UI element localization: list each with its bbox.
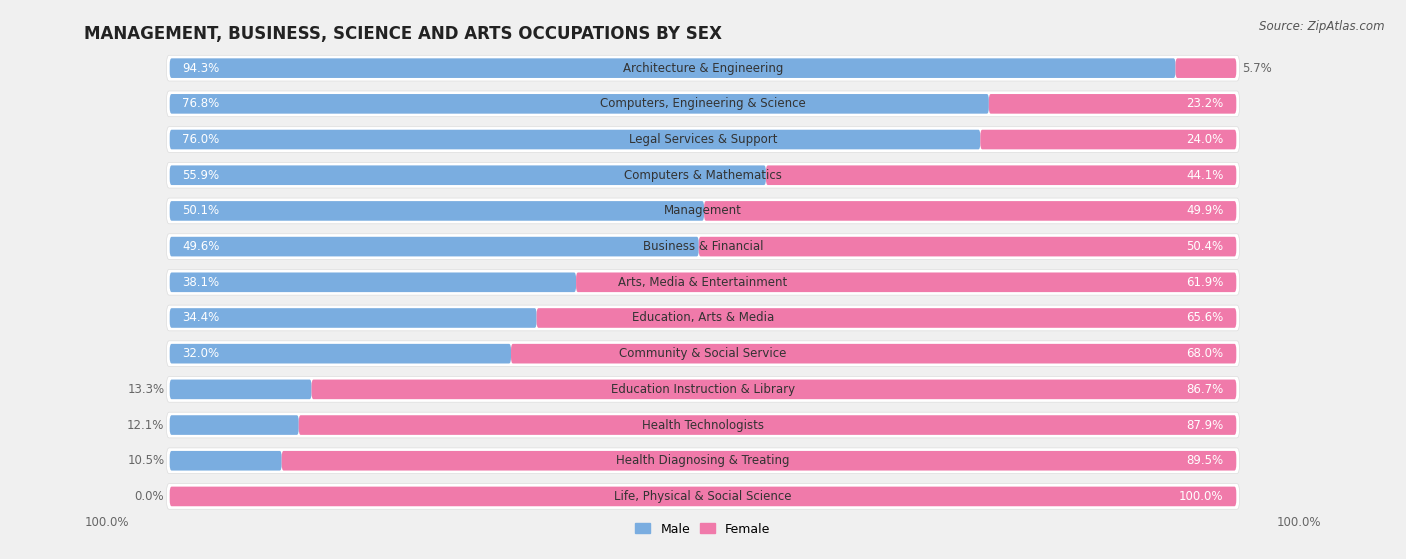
FancyBboxPatch shape [281, 451, 1236, 471]
Text: 0.0%: 0.0% [135, 490, 165, 503]
FancyBboxPatch shape [170, 451, 281, 471]
Text: 87.9%: 87.9% [1187, 419, 1223, 432]
FancyBboxPatch shape [298, 415, 1236, 435]
FancyBboxPatch shape [576, 272, 1236, 292]
FancyBboxPatch shape [166, 198, 1240, 224]
FancyBboxPatch shape [170, 380, 312, 399]
Text: Education, Arts & Media: Education, Arts & Media [631, 311, 775, 324]
Text: 10.5%: 10.5% [127, 454, 165, 467]
Text: 50.4%: 50.4% [1187, 240, 1223, 253]
Text: Community & Social Service: Community & Social Service [619, 347, 787, 360]
Text: 86.7%: 86.7% [1187, 383, 1223, 396]
FancyBboxPatch shape [312, 380, 1236, 399]
Text: Architecture & Engineering: Architecture & Engineering [623, 61, 783, 75]
FancyBboxPatch shape [170, 344, 510, 363]
FancyBboxPatch shape [704, 201, 1236, 221]
Text: Health Technologists: Health Technologists [643, 419, 763, 432]
Text: 24.0%: 24.0% [1187, 133, 1223, 146]
FancyBboxPatch shape [170, 130, 980, 149]
Text: 61.9%: 61.9% [1187, 276, 1223, 289]
Text: 68.0%: 68.0% [1187, 347, 1223, 360]
FancyBboxPatch shape [699, 237, 1236, 257]
FancyBboxPatch shape [170, 308, 537, 328]
FancyBboxPatch shape [170, 58, 1175, 78]
Text: Life, Physical & Social Science: Life, Physical & Social Science [614, 490, 792, 503]
FancyBboxPatch shape [166, 127, 1240, 153]
Text: 65.6%: 65.6% [1187, 311, 1223, 324]
FancyBboxPatch shape [166, 91, 1240, 117]
FancyBboxPatch shape [166, 234, 1240, 259]
Text: Business & Financial: Business & Financial [643, 240, 763, 253]
Text: 55.9%: 55.9% [183, 169, 219, 182]
Text: 94.3%: 94.3% [183, 61, 219, 75]
FancyBboxPatch shape [170, 201, 704, 221]
Text: 44.1%: 44.1% [1187, 169, 1223, 182]
FancyBboxPatch shape [166, 484, 1240, 509]
FancyBboxPatch shape [537, 308, 1236, 328]
Text: 89.5%: 89.5% [1187, 454, 1223, 467]
Legend: Male, Female: Male, Female [630, 518, 776, 541]
Text: 50.1%: 50.1% [183, 205, 219, 217]
Text: 38.1%: 38.1% [183, 276, 219, 289]
FancyBboxPatch shape [988, 94, 1236, 113]
FancyBboxPatch shape [170, 415, 298, 435]
Text: 76.8%: 76.8% [183, 97, 219, 110]
Text: Education Instruction & Library: Education Instruction & Library [612, 383, 794, 396]
Text: Arts, Media & Entertainment: Arts, Media & Entertainment [619, 276, 787, 289]
FancyBboxPatch shape [1175, 58, 1236, 78]
FancyBboxPatch shape [166, 269, 1240, 295]
Text: 32.0%: 32.0% [183, 347, 219, 360]
Text: 76.0%: 76.0% [183, 133, 219, 146]
Text: MANAGEMENT, BUSINESS, SCIENCE AND ARTS OCCUPATIONS BY SEX: MANAGEMENT, BUSINESS, SCIENCE AND ARTS O… [84, 25, 723, 43]
Text: Source: ZipAtlas.com: Source: ZipAtlas.com [1260, 20, 1385, 32]
Text: Legal Services & Support: Legal Services & Support [628, 133, 778, 146]
FancyBboxPatch shape [166, 448, 1240, 473]
Text: 49.9%: 49.9% [1187, 205, 1223, 217]
FancyBboxPatch shape [170, 272, 576, 292]
FancyBboxPatch shape [170, 487, 1236, 506]
FancyBboxPatch shape [166, 55, 1240, 81]
FancyBboxPatch shape [166, 305, 1240, 331]
FancyBboxPatch shape [166, 412, 1240, 438]
Text: Health Diagnosing & Treating: Health Diagnosing & Treating [616, 454, 790, 467]
FancyBboxPatch shape [980, 130, 1236, 149]
FancyBboxPatch shape [166, 377, 1240, 402]
Text: 5.7%: 5.7% [1241, 61, 1271, 75]
FancyBboxPatch shape [510, 344, 1236, 363]
Text: 100.0%: 100.0% [1277, 516, 1322, 529]
Text: 23.2%: 23.2% [1187, 97, 1223, 110]
Text: 100.0%: 100.0% [84, 516, 129, 529]
FancyBboxPatch shape [170, 237, 699, 257]
FancyBboxPatch shape [766, 165, 1236, 185]
Text: 13.3%: 13.3% [127, 383, 165, 396]
FancyBboxPatch shape [170, 165, 766, 185]
Text: 12.1%: 12.1% [127, 419, 165, 432]
Text: Management: Management [664, 205, 742, 217]
FancyBboxPatch shape [166, 162, 1240, 188]
FancyBboxPatch shape [166, 341, 1240, 367]
Text: 49.6%: 49.6% [183, 240, 219, 253]
Text: 34.4%: 34.4% [183, 311, 219, 324]
FancyBboxPatch shape [170, 94, 988, 113]
Text: Computers, Engineering & Science: Computers, Engineering & Science [600, 97, 806, 110]
Text: 100.0%: 100.0% [1180, 490, 1223, 503]
Text: Computers & Mathematics: Computers & Mathematics [624, 169, 782, 182]
